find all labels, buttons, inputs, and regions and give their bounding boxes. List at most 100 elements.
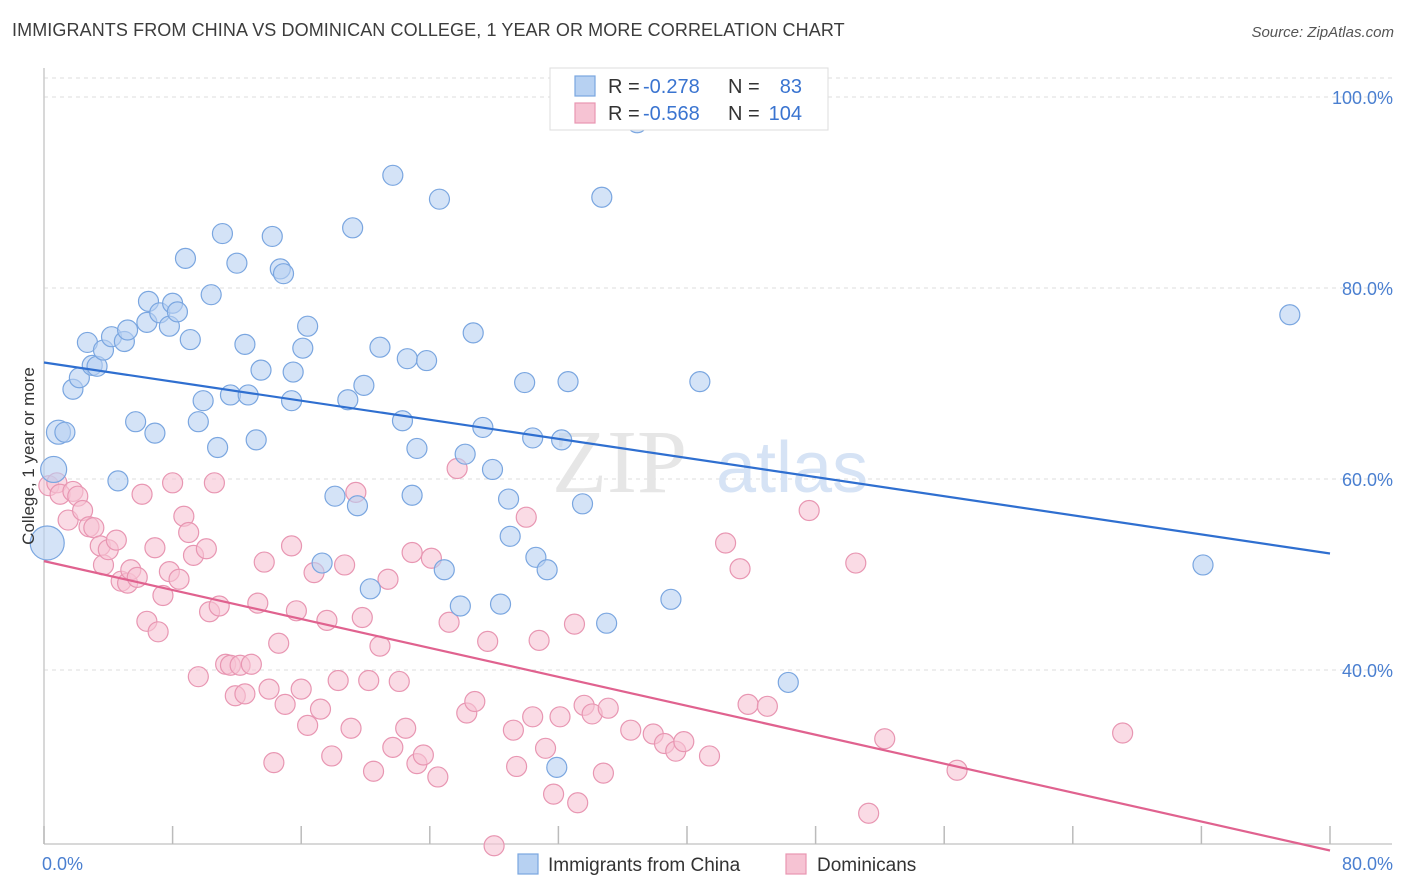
dominicans-point (144, 537, 166, 559)
china-point (522, 427, 544, 449)
china-point (234, 333, 256, 355)
dominicans-point (362, 760, 385, 782)
china-point (250, 359, 272, 381)
y-tick-label: 40.0% (1342, 661, 1393, 681)
dominicans-point (234, 683, 256, 705)
china-point (166, 301, 189, 323)
dominicans-point (253, 551, 275, 573)
china-point (382, 164, 404, 186)
china-point (226, 252, 248, 274)
bottom-legend: Immigrants from China Dominicans (517, 853, 916, 876)
dominicans-point (240, 653, 262, 675)
dominicans-point (334, 554, 356, 576)
china-point (497, 488, 520, 510)
china-point (462, 322, 484, 344)
china-point (406, 437, 428, 460)
watermark: ZIP atlas (552, 413, 868, 512)
china-point (1192, 554, 1214, 576)
dominicans-point (280, 535, 303, 557)
dominicans-point (258, 678, 280, 700)
dominicans-point (263, 752, 285, 774)
china-point (324, 485, 346, 507)
china-point (596, 612, 618, 634)
dominicans-point (620, 719, 642, 741)
dominicans-point (358, 669, 380, 692)
x-ticks (43, 826, 1331, 844)
dominicans-point (401, 541, 423, 564)
watermark-atlas: atlas (716, 428, 868, 508)
dominicans-point (382, 736, 404, 758)
china-point (211, 222, 234, 245)
china-point (207, 436, 229, 459)
china-point (546, 756, 568, 779)
dominicans-point (506, 755, 528, 778)
dominicans-point (592, 762, 615, 784)
chart-title: IMMIGRANTS FROM CHINA VS DOMINICAN COLLE… (12, 20, 845, 40)
china-point (396, 348, 418, 370)
dominicans-point (274, 693, 296, 715)
legend-box: R = -0.278 N = 83 R = -0.568 N = 104 (549, 67, 829, 131)
dominicans-point (340, 717, 362, 739)
grid-lines (44, 77, 1392, 671)
dominicans-point (395, 717, 417, 739)
y-axis-title: College, 1 year or more (19, 367, 38, 545)
bottom-legend-swatch-dominicans (785, 853, 807, 875)
dominicans-point (309, 698, 332, 720)
dominicans-point (737, 693, 759, 715)
dominicans-point (178, 521, 200, 544)
dominicans-point (563, 613, 586, 635)
china-point (689, 370, 711, 393)
china-point (454, 443, 476, 465)
dominicans-point (756, 695, 778, 717)
dominicans-point (290, 678, 312, 700)
dominicans-point (874, 728, 896, 750)
china-point (359, 578, 381, 600)
dominicans-point (105, 529, 127, 551)
china-point (353, 374, 375, 397)
legend-r-value-dominicans: -0.568 (643, 103, 700, 125)
y-tick-label: 100.0% (1332, 88, 1393, 108)
dominicans-point (729, 558, 751, 580)
china-point (116, 319, 139, 341)
y-tick-label: 60.0% (1342, 470, 1393, 490)
china-point (591, 186, 613, 208)
china-point (536, 559, 558, 581)
dominicans-point (1112, 722, 1134, 744)
dominicans-points (38, 457, 1134, 857)
bottom-legend-swatch-china (517, 853, 539, 875)
y-tick-label: 80.0% (1342, 279, 1393, 299)
y-tick-labels: 100.0% 80.0% 60.0% 40.0% (1332, 88, 1393, 681)
dominicans-point (321, 745, 343, 767)
china-point (192, 390, 214, 412)
china-point (449, 595, 471, 617)
dominicans-point (483, 835, 505, 857)
china-point (342, 217, 364, 239)
china-point (245, 429, 267, 451)
dominicans-point (534, 737, 557, 759)
dominicans-point (147, 621, 169, 643)
dominicans-point (567, 792, 589, 814)
dominicans-point (858, 802, 880, 824)
dominicans-point (502, 719, 524, 741)
axes (43, 68, 1392, 845)
china-point (1279, 304, 1301, 326)
china-point (337, 389, 359, 411)
china-point (557, 370, 579, 393)
china-point (200, 284, 222, 306)
china-point (144, 422, 166, 444)
dominicans-point (377, 568, 399, 590)
dominicans-point (162, 472, 184, 494)
dominicans-point (203, 472, 225, 494)
bottom-legend-label-china: Immigrants from China (548, 855, 741, 876)
china-point (282, 361, 304, 383)
china-point (346, 495, 369, 517)
legend-swatch-dominicans (574, 102, 596, 124)
dominicans-point (268, 632, 290, 654)
china-point (297, 315, 319, 337)
china-point (29, 525, 65, 561)
dominicans-point (673, 731, 695, 753)
dominicans-point (297, 714, 319, 736)
dominicans-point (412, 744, 434, 766)
china-point (514, 371, 536, 394)
dominicans-point (542, 783, 565, 805)
